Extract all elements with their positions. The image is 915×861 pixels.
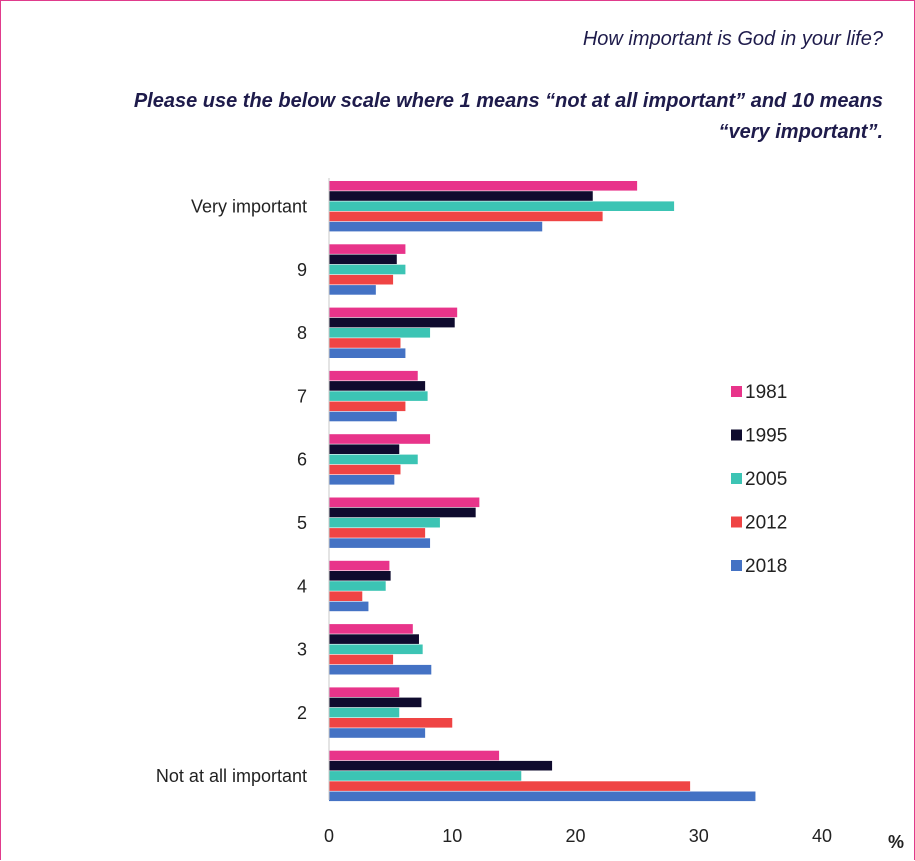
bar-2012-8 [329, 718, 453, 728]
legend-label: 2012 [745, 513, 787, 534]
bar-2005-3 [329, 391, 428, 401]
category-label: 8 [297, 323, 307, 343]
legend-label: 2018 [745, 556, 787, 577]
bar-2005-7 [329, 644, 423, 655]
chart-subtitle: How important is God in your life? [582, 28, 883, 50]
category-label: 2 [297, 703, 307, 723]
bar-1981-0 [329, 181, 638, 191]
bar-2012-4 [329, 464, 401, 475]
bar-1981-2 [329, 307, 458, 318]
bar-1981-6 [329, 560, 390, 571]
bar-1995-2 [329, 317, 455, 328]
x-tick-label: 20 [565, 826, 585, 846]
legend-swatch-2005 [731, 473, 742, 484]
bar-1995-7 [329, 634, 419, 644]
bar-2018-0 [329, 221, 543, 232]
category-label: 9 [297, 260, 307, 280]
bar-1995-4 [329, 444, 400, 454]
bar-1995-0 [329, 191, 593, 201]
bar-2018-5 [329, 538, 431, 548]
bar-2005-4 [329, 454, 418, 465]
legend-swatch-2012 [731, 516, 742, 528]
bar-2012-2 [329, 338, 401, 348]
x-tick-label: 10 [442, 826, 462, 846]
legend-swatch-2018 [731, 560, 742, 571]
bar-2012-6 [329, 591, 363, 601]
bar-2012-5 [329, 528, 426, 538]
bar-1995-6 [329, 571, 391, 581]
bar-2005-5 [329, 517, 440, 528]
bar-1981-9 [329, 750, 500, 761]
category-label: 3 [297, 640, 307, 660]
bar-2018-4 [329, 475, 395, 485]
bar-2005-8 [329, 707, 400, 718]
bar-2018-6 [329, 601, 369, 612]
category-label: 7 [297, 386, 307, 406]
bar-1995-1 [329, 254, 397, 265]
category-label: 4 [297, 576, 307, 596]
bar-2005-2 [329, 328, 431, 338]
legend-swatch-1981 [731, 386, 742, 397]
legend-swatch-1995 [731, 429, 742, 441]
legend-label: 1995 [745, 426, 787, 447]
bar-2018-3 [329, 411, 397, 422]
bar-1995-5 [329, 507, 476, 518]
bar-2012-9 [329, 781, 691, 791]
bar-2005-9 [329, 771, 522, 781]
bar-2012-3 [329, 401, 406, 412]
category-label: 5 [297, 513, 307, 533]
x-tick-label: 30 [689, 826, 709, 846]
bar-1981-3 [329, 370, 418, 381]
bar-2012-0 [329, 211, 603, 222]
bar-2018-8 [329, 728, 426, 738]
category-label: Very important [191, 197, 307, 217]
bar-2012-7 [329, 654, 394, 665]
bar-1981-8 [329, 687, 400, 697]
category-label: Not at all important [156, 766, 307, 786]
bar-1981-7 [329, 624, 413, 634]
bar-2018-7 [329, 664, 432, 675]
bar-1995-8 [329, 697, 422, 708]
bar-2018-1 [329, 285, 376, 295]
chart-title: Please use the below scale where 1 means… [133, 90, 883, 143]
x-unit-label: % [888, 832, 904, 852]
legend-label: 1981 [745, 382, 787, 403]
bar-1995-9 [329, 760, 553, 771]
bar-2012-1 [329, 274, 394, 285]
bar-1981-5 [329, 497, 480, 508]
legend-label: 2005 [745, 469, 787, 490]
x-tick-label: 0 [324, 826, 334, 846]
bar-2005-0 [329, 201, 675, 211]
bar-1981-1 [329, 244, 406, 254]
bar-2005-6 [329, 581, 386, 591]
bar-1995-3 [329, 381, 426, 391]
category-label: 6 [297, 450, 307, 470]
bar-1981-4 [329, 434, 431, 444]
bar-2018-2 [329, 348, 406, 358]
x-tick-label: 40 [812, 826, 832, 846]
bar-2005-1 [329, 264, 406, 275]
bar-2018-9 [329, 791, 756, 802]
